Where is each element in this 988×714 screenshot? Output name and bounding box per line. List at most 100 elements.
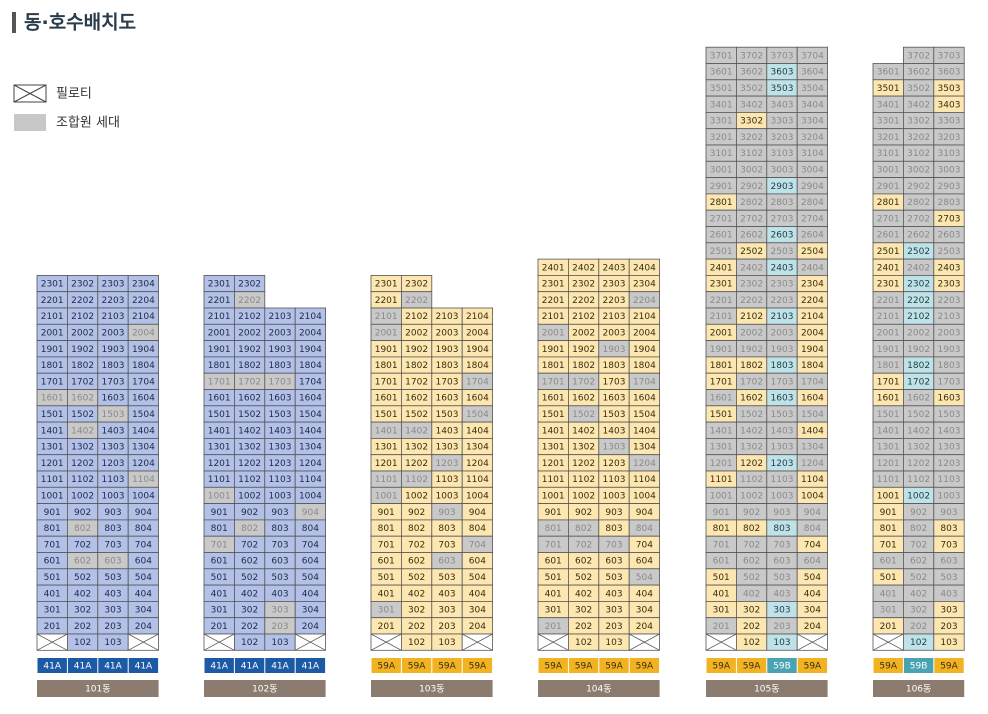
unit-label: 1804 bbox=[132, 361, 155, 371]
type-label: 59A bbox=[605, 662, 623, 672]
type-badge bbox=[295, 658, 326, 673]
unit-label: 703 bbox=[773, 540, 790, 550]
unit-label: 2304 bbox=[132, 280, 155, 290]
unit-label: 1503 bbox=[436, 410, 459, 420]
unit-label: 1801 bbox=[710, 361, 733, 371]
unit-label: 501 bbox=[378, 573, 395, 583]
unit-label: 601 bbox=[378, 557, 395, 567]
unit-label: 701 bbox=[713, 540, 730, 550]
unit-label: 3403 bbox=[771, 100, 794, 110]
unit-label: 2201 bbox=[542, 296, 565, 306]
unit-label: 1003 bbox=[771, 491, 794, 501]
type-badge bbox=[67, 658, 98, 673]
unit-label: 1401 bbox=[375, 426, 398, 436]
unit-label: 704 bbox=[636, 540, 653, 550]
unit-label: 304 bbox=[636, 606, 653, 616]
unit-label: 302 bbox=[743, 606, 760, 616]
unit-label: 602 bbox=[910, 557, 927, 567]
building-bar bbox=[37, 680, 159, 697]
unit-label: 103 bbox=[773, 638, 790, 648]
unit-label: 1502 bbox=[405, 410, 428, 420]
unit-label: 2103 bbox=[938, 312, 961, 322]
unit-label: 703 bbox=[605, 540, 622, 550]
unit-label: 1004 bbox=[132, 491, 155, 501]
unit-label: 2002 bbox=[238, 328, 261, 338]
unit-label: 1801 bbox=[208, 361, 231, 371]
unit-label: 203 bbox=[104, 622, 121, 632]
unit-label: 1801 bbox=[375, 361, 398, 371]
unit-label: 1702 bbox=[572, 377, 595, 387]
unit-label: 1104 bbox=[132, 475, 155, 485]
unit-label: 3704 bbox=[801, 51, 824, 61]
unit-label: 1601 bbox=[542, 394, 565, 404]
unit-label: 603 bbox=[940, 557, 957, 567]
unit-label: 1101 bbox=[877, 475, 900, 485]
unit-label: 2304 bbox=[633, 280, 656, 290]
unit-label: 1502 bbox=[572, 410, 595, 420]
unit-label: 2602 bbox=[907, 231, 930, 241]
unit-label: 402 bbox=[241, 589, 258, 599]
unit-label: 1303 bbox=[603, 443, 626, 453]
unit-label: 3601 bbox=[877, 68, 900, 78]
unit-label: 1803 bbox=[771, 361, 794, 371]
unit-label: 1103 bbox=[269, 475, 292, 485]
unit-label: 1902 bbox=[740, 345, 763, 355]
unit-label: 1403 bbox=[938, 426, 961, 436]
unit-label: 1203 bbox=[603, 459, 626, 469]
unit-label: 3603 bbox=[771, 68, 794, 78]
unit-label: 3701 bbox=[710, 51, 733, 61]
type-label: 59A bbox=[636, 662, 654, 672]
unit-label: 1104 bbox=[633, 475, 656, 485]
unit-label: 1503 bbox=[603, 410, 626, 420]
unit-label: 502 bbox=[408, 573, 425, 583]
unit-label: 1301 bbox=[710, 443, 733, 453]
unit-label: 2601 bbox=[877, 231, 900, 241]
unit-label: 202 bbox=[910, 622, 927, 632]
title-bar bbox=[12, 12, 16, 33]
unit-label: 2202 bbox=[405, 296, 428, 306]
unit-label: 1501 bbox=[542, 410, 565, 420]
unit-label: 503 bbox=[438, 573, 455, 583]
unit-label: 403 bbox=[438, 589, 455, 599]
unit-label: 1803 bbox=[102, 361, 125, 371]
type-label: 41A bbox=[135, 662, 153, 672]
unit-label: 602 bbox=[575, 557, 592, 567]
unit-label: 3302 bbox=[740, 117, 763, 127]
type-badge bbox=[98, 658, 128, 673]
unit-label: 2404 bbox=[633, 263, 656, 273]
unit-label: 502 bbox=[241, 573, 258, 583]
unit-label: 1403 bbox=[771, 426, 794, 436]
unit-label: 202 bbox=[74, 622, 91, 632]
unit-label: 601 bbox=[545, 557, 562, 567]
unit-label: 1804 bbox=[801, 361, 824, 371]
unit-label: 902 bbox=[743, 508, 760, 518]
pilotis-x bbox=[295, 633, 326, 651]
unit-label: 1804 bbox=[633, 361, 656, 371]
unit-label: 904 bbox=[302, 508, 319, 518]
unit-label: 1704 bbox=[132, 377, 155, 387]
unit-label: 103 bbox=[271, 638, 288, 648]
unit-label: 2002 bbox=[71, 328, 94, 338]
unit-label: 802 bbox=[241, 524, 258, 534]
type-label: 41A bbox=[43, 662, 61, 672]
unit-label: 1304 bbox=[633, 443, 656, 453]
unit-label: 501 bbox=[44, 573, 61, 583]
unit-label: 803 bbox=[271, 524, 288, 534]
unit-label: 804 bbox=[636, 524, 653, 534]
unit-label: 3104 bbox=[801, 149, 824, 159]
unit-label: 602 bbox=[241, 557, 258, 567]
unit-label: 1903 bbox=[603, 345, 626, 355]
unit-label: 1802 bbox=[740, 361, 763, 371]
unit-label: 1201 bbox=[375, 459, 398, 469]
type-badge bbox=[265, 658, 295, 673]
unit-label: 1403 bbox=[603, 426, 626, 436]
unit-label: 604 bbox=[804, 557, 821, 567]
unit-label: 603 bbox=[605, 557, 622, 567]
unit-label: 1504 bbox=[801, 410, 824, 420]
unit-label: 2702 bbox=[907, 214, 930, 224]
unit-label: 1803 bbox=[436, 361, 459, 371]
unit-label: 1302 bbox=[71, 443, 94, 453]
unit-label: 3303 bbox=[938, 117, 961, 127]
unit-label: 503 bbox=[773, 573, 790, 583]
unit-label: 903 bbox=[271, 508, 288, 518]
